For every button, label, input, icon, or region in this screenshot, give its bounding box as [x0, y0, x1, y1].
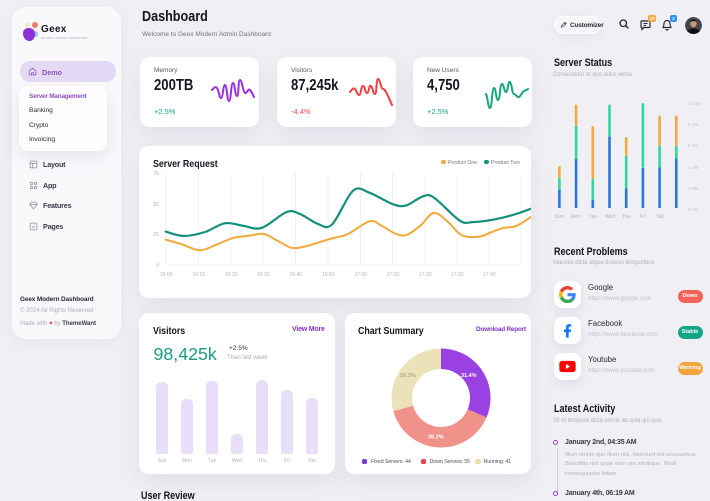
svg-text:16:30: 16:30 — [257, 272, 270, 278]
svg-text:17:20: 17:20 — [419, 272, 432, 278]
svg-text:8.0M: 8.0M — [688, 122, 698, 127]
svg-text:16:10: 16:10 — [193, 272, 206, 278]
svg-text:16:40: 16:40 — [290, 272, 303, 278]
svg-text:0: 0 — [156, 263, 159, 269]
svg-text:Thu: Thu — [622, 214, 631, 220]
svg-text:31.4%: 31.4% — [461, 373, 477, 379]
svg-text:Sun: Sun — [555, 214, 564, 220]
svg-text:Wed: Wed — [605, 214, 615, 220]
svg-text:17:30: 17:30 — [451, 272, 464, 278]
svg-text:75: 75 — [153, 171, 159, 177]
svg-text:Sat: Sat — [656, 214, 664, 220]
svg-text:16:50: 16:50 — [322, 272, 335, 278]
svg-text:2.0M: 2.0M — [688, 186, 698, 191]
svg-text:50: 50 — [153, 202, 159, 208]
svg-text:25: 25 — [153, 232, 159, 238]
svg-text:17:00: 17:00 — [355, 272, 368, 278]
svg-text:4.0M: 4.0M — [688, 165, 698, 170]
svg-text:Mon: Mon — [571, 214, 581, 220]
svg-text:16:00: 16:00 — [160, 272, 173, 278]
svg-text:Fri: Fri — [640, 214, 646, 220]
svg-text:29.3%: 29.3% — [400, 373, 416, 379]
svg-text:10.0M: 10.0M — [688, 101, 701, 106]
svg-text:39.3%: 39.3% — [428, 434, 444, 440]
svg-text:17:10: 17:10 — [387, 272, 400, 278]
svg-text:0.0M: 0.0M — [688, 207, 698, 212]
svg-text:6.0M: 6.0M — [688, 143, 698, 148]
svg-text:16:20: 16:20 — [225, 272, 238, 278]
svg-text:Tue: Tue — [589, 214, 598, 220]
svg-text:17:40: 17:40 — [483, 272, 496, 278]
